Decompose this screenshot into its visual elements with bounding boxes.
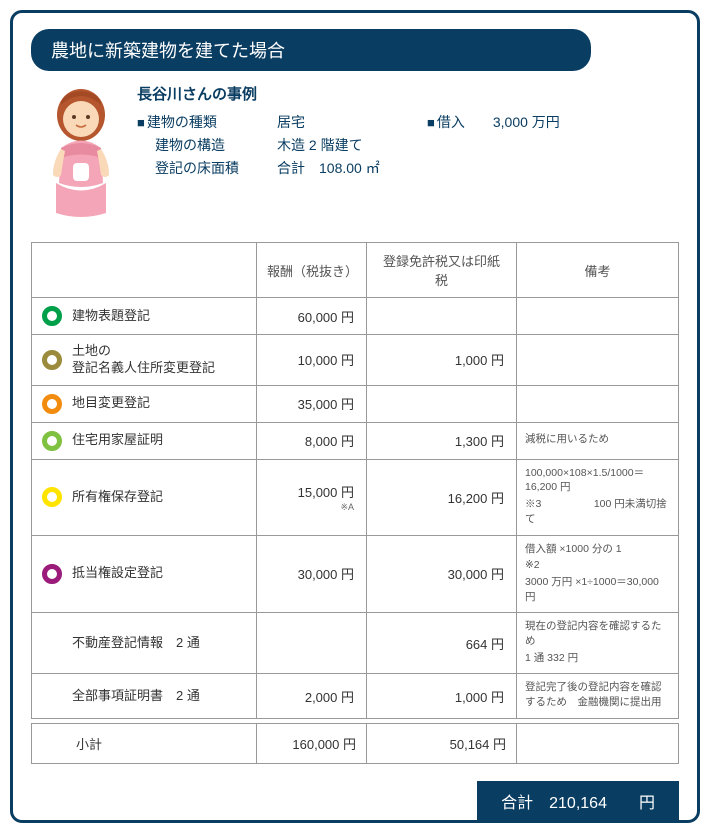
- row-label: 土地の 登記名義人住所変更登記: [32, 335, 257, 386]
- case-person: 長谷川さんの事例: [137, 83, 679, 104]
- row-fee: 30,000 円: [257, 535, 367, 613]
- row-fee: 15,000 円※A: [257, 459, 367, 535]
- circle-icon: [42, 306, 62, 326]
- th-1: 報酬（税抜き）: [257, 243, 367, 298]
- case-info: 長谷川さんの事例 ■建物の種類 居宅 ■借入 3,000 万円 建物の構造 木造…: [131, 83, 679, 228]
- total-box: 合計 210,164 円: [477, 781, 679, 821]
- table-row: 土地の 登記名義人住所変更登記10,000 円1,000 円: [32, 335, 679, 386]
- th-2: 登録免許税又は印紙税: [367, 243, 517, 298]
- table-row: 住宅用家屋証明8,000 円1,300 円減税に用いるため: [32, 422, 679, 459]
- row-note: 減税に用いるため: [517, 422, 679, 459]
- circle-icon: [42, 394, 62, 414]
- row-tax: 1,000 円: [367, 335, 517, 386]
- circle-icon: [42, 564, 62, 584]
- row-tax: 30,000 円: [367, 535, 517, 613]
- row-label: 所有権保存登記: [32, 459, 257, 535]
- row-fee: 60,000 円: [257, 298, 367, 335]
- row-note: 100,000×108×1.5/1000＝16,200 円※3 100 円未満切…: [517, 459, 679, 535]
- row-note: 現在の登記内容を確認するため1 通 332 円: [517, 613, 679, 674]
- row-label: 全部事項証明書 2 通: [32, 674, 257, 718]
- subtotal-note: [517, 723, 679, 763]
- row-note: 登記完了後の登記内容を確認するため 金融機関に提出用: [517, 674, 679, 718]
- subtotal-label: 小計: [32, 723, 257, 763]
- page-title: 農地に新築建物を建てた場合: [31, 29, 591, 71]
- row-tax: 1,000 円: [367, 674, 517, 718]
- row-fee: 35,000 円: [257, 385, 367, 422]
- th-0: [32, 243, 257, 298]
- row-tax: 16,200 円: [367, 459, 517, 535]
- row-tax: [367, 298, 517, 335]
- circle-icon: [42, 487, 62, 507]
- subtotal-table: 小計 160,000 円 50,164 円: [31, 723, 679, 764]
- row-label: 住宅用家屋証明: [32, 422, 257, 459]
- row-fee: [257, 613, 367, 674]
- case-row-1: 建物の構造 木造 2 階建て: [137, 135, 679, 156]
- subtotal-tax: 50,164 円: [367, 723, 517, 763]
- table-row: 不動産登記情報 2 通 664 円現在の登記内容を確認するため1 通 332 円: [32, 613, 679, 674]
- case-section: 長谷川さんの事例 ■建物の種類 居宅 ■借入 3,000 万円 建物の構造 木造…: [31, 83, 679, 228]
- fee-table: 報酬（税抜き） 登録免許税又は印紙税 備考 建物表題登記60,000 円土地の …: [31, 242, 679, 719]
- row-note: [517, 335, 679, 386]
- row-note: 借入額 ×1000 分の 1※23000 万円 ×1÷1000＝30,000 円: [517, 535, 679, 613]
- row-fee: 10,000 円: [257, 335, 367, 386]
- row-label: 建物表題登記: [32, 298, 257, 335]
- row-tax: 1,300 円: [367, 422, 517, 459]
- row-note: [517, 298, 679, 335]
- row-fee: 8,000 円: [257, 422, 367, 459]
- th-3: 備考: [517, 243, 679, 298]
- table-row: 全部事項証明書 2 通2,000 円1,000 円登記完了後の登記内容を確認する…: [32, 674, 679, 718]
- row-label: 不動産登記情報 2 通: [32, 613, 257, 674]
- avatar: [31, 83, 131, 228]
- row-label: 地目変更登記: [32, 385, 257, 422]
- subtotal-fee: 160,000 円: [257, 723, 367, 763]
- table-row: 抵当権設定登記30,000 円30,000 円借入額 ×1000 分の 1※23…: [32, 535, 679, 613]
- table-row: 所有権保存登記15,000 円※A16,200 円100,000×108×1.5…: [32, 459, 679, 535]
- case-row-2: 登記の床面積 合計 108.00 ㎡: [137, 158, 679, 179]
- circle-icon: [42, 431, 62, 451]
- row-fee: 2,000 円: [257, 674, 367, 718]
- row-tax: [367, 385, 517, 422]
- row-label: 抵当権設定登記: [32, 535, 257, 613]
- row-note: [517, 385, 679, 422]
- circle-icon: [42, 350, 62, 370]
- document-container: 農地に新築建物を建てた場合 長谷川さんの事例 ■建物の種類: [10, 10, 700, 823]
- case-row-0: ■建物の種類 居宅 ■借入 3,000 万円: [137, 112, 679, 133]
- table-row: 地目変更登記35,000 円: [32, 385, 679, 422]
- row-tax: 664 円: [367, 613, 517, 674]
- table-row: 建物表題登記60,000 円: [32, 298, 679, 335]
